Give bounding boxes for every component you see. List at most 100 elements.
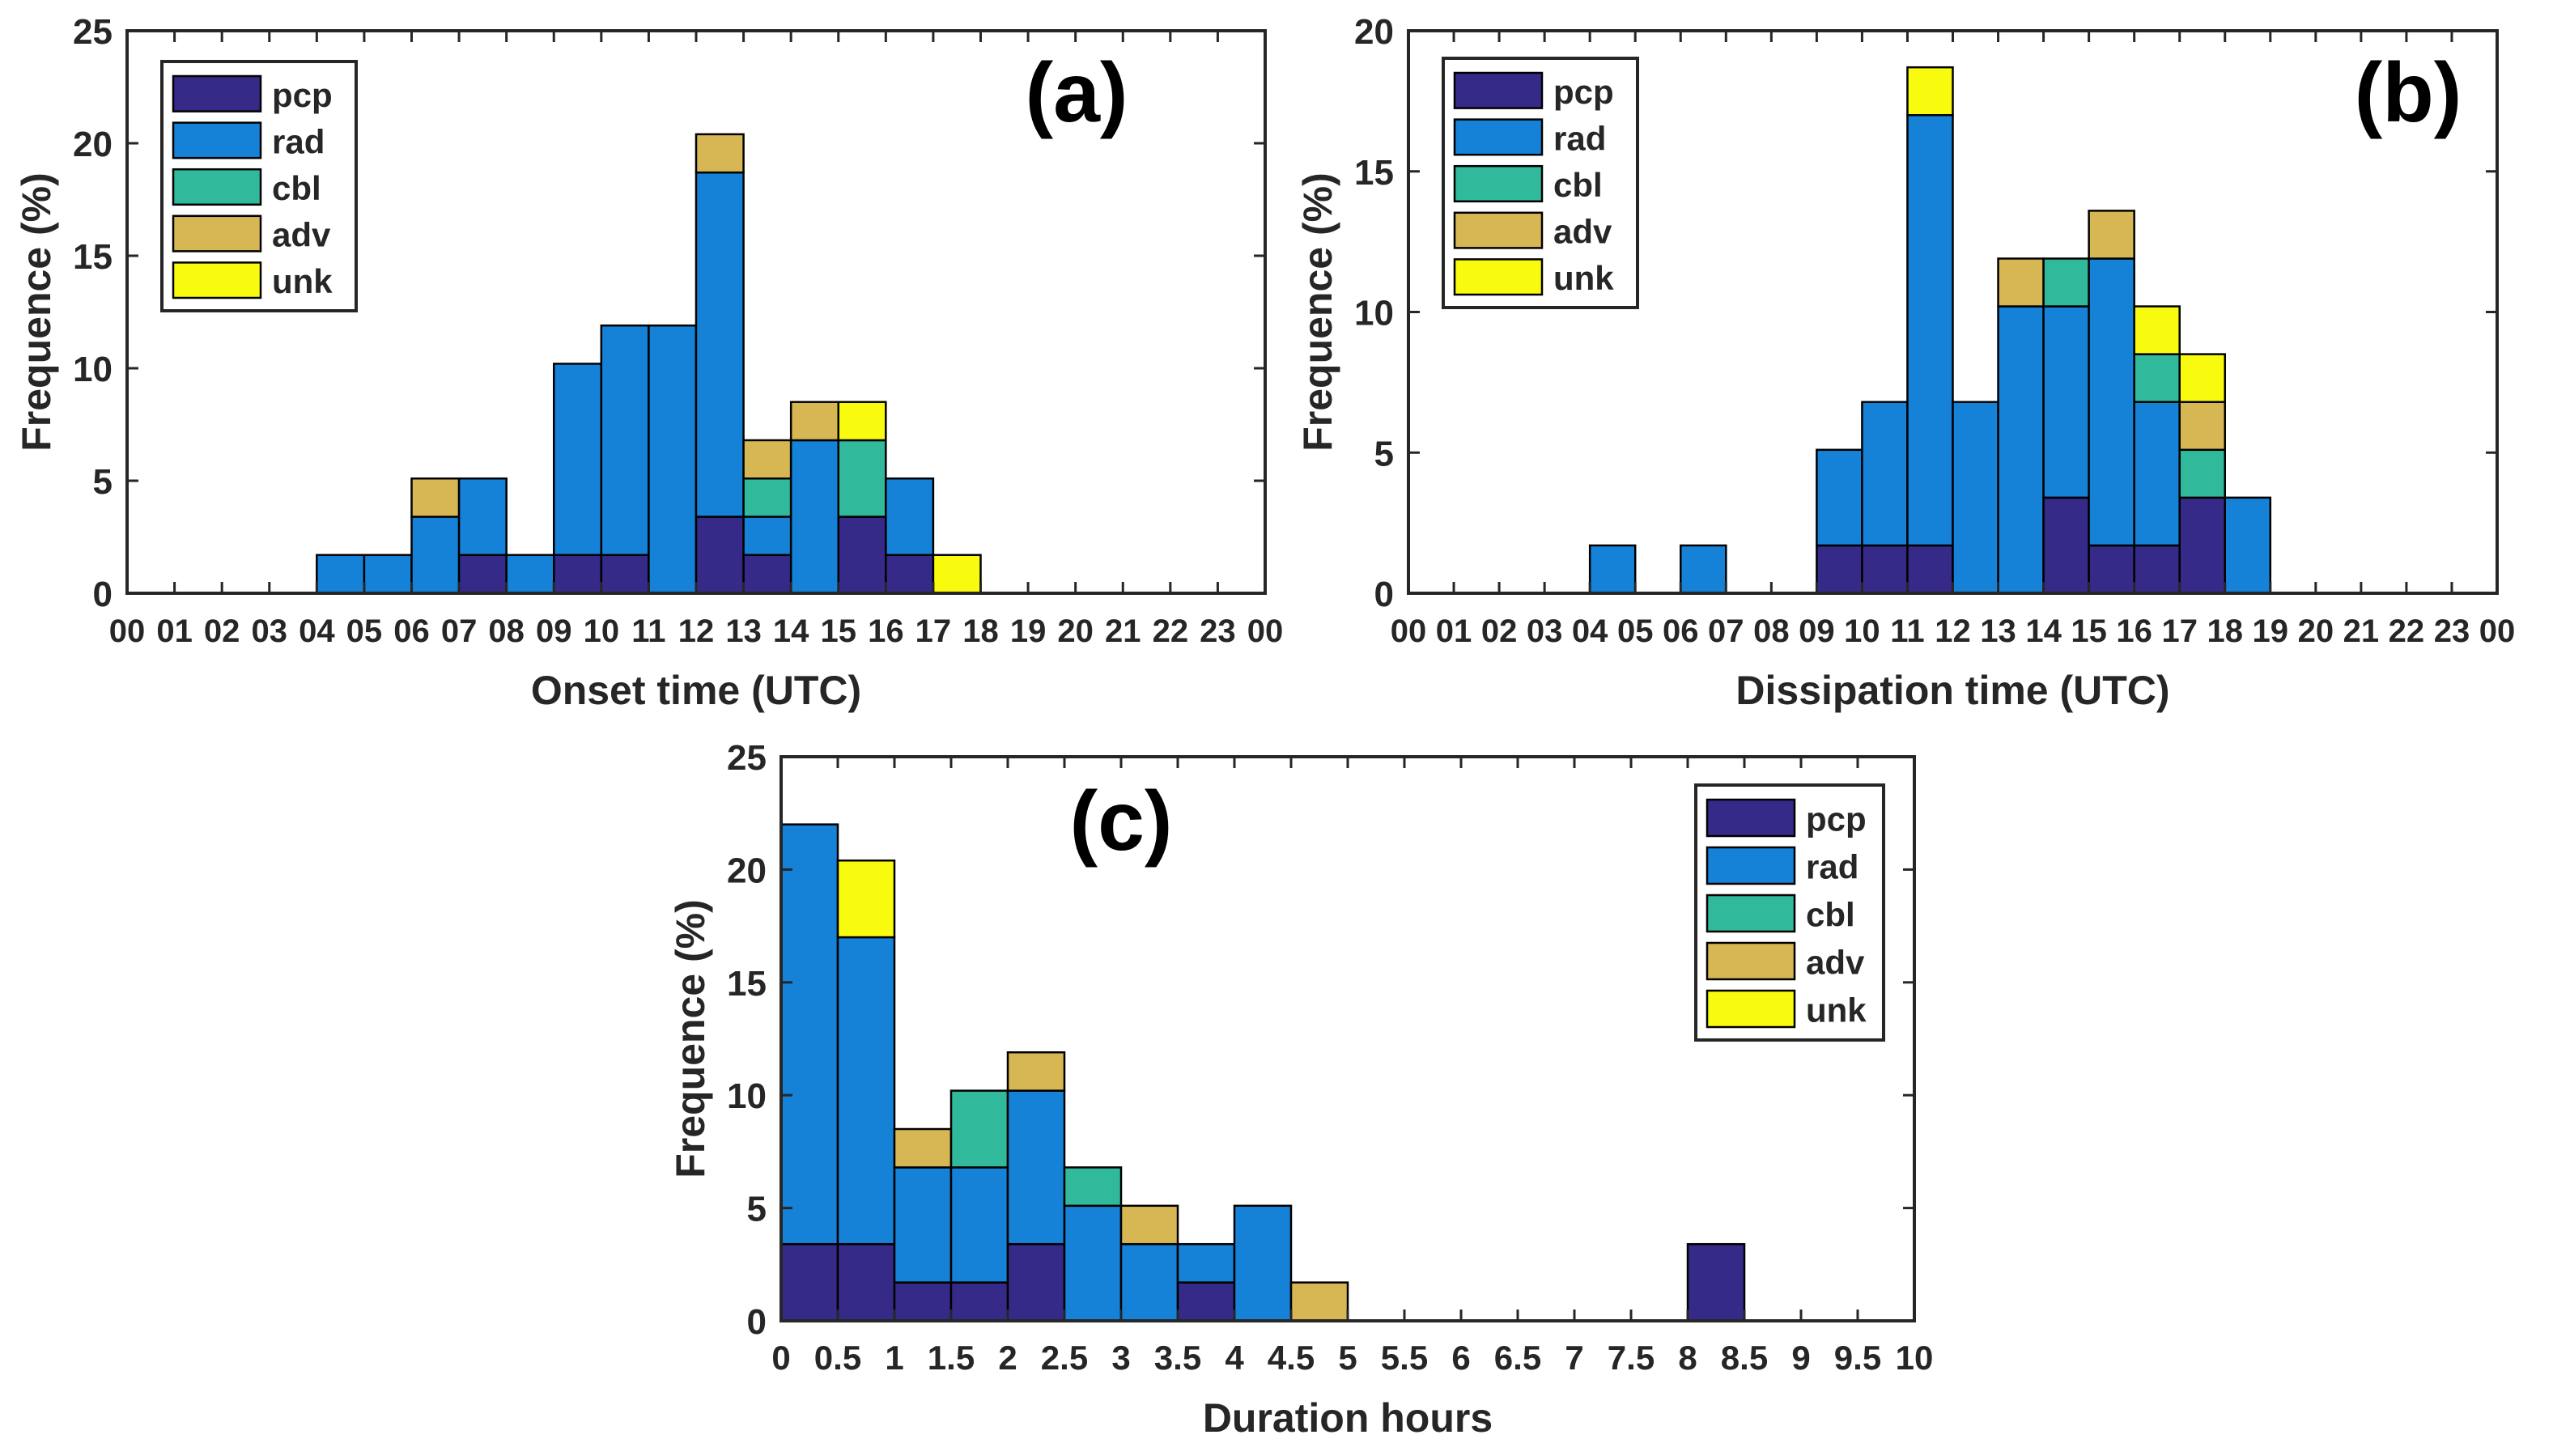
xtick-label-a-20: 20: [1057, 613, 1094, 649]
legend-label-adv-b: adv: [1553, 213, 1612, 251]
xtick-label-b-10: 10: [1844, 613, 1880, 649]
xtick-label-a-6: 06: [393, 613, 430, 649]
xtick-label-c-2: 1: [885, 1339, 903, 1377]
legend-label-cbl-a: cbl: [272, 169, 321, 207]
ytick-label-b-1: 5: [1374, 434, 1394, 473]
xtick-label-b-2: 02: [1481, 613, 1518, 649]
legend-a: pcp rad cbl adv unk: [160, 60, 358, 312]
xtick-label-a-14: 14: [773, 613, 809, 649]
ytick-label-c-5: 25: [727, 738, 767, 778]
bar-rad-b-18: [2224, 496, 2272, 595]
legend-label-cbl-b: cbl: [1553, 166, 1603, 204]
bar-adv-c-9: [1289, 1281, 1349, 1322]
bar-pcp-c-2: [893, 1281, 953, 1322]
bar-rad-c-0: [779, 823, 839, 1246]
bar-pcp-a-12: [695, 516, 745, 595]
legend-label-unk-c: unk: [1806, 991, 1867, 1029]
ytick-label-b-3: 15: [1354, 153, 1394, 193]
ytick-label-a-0: 0: [93, 575, 113, 614]
panel-label-a: (a): [1025, 46, 1128, 140]
legend-label-rad-b: rad: [1553, 119, 1606, 157]
xtick-label-a-17: 17: [915, 613, 952, 649]
bar-pcp-b-15: [2088, 544, 2135, 595]
ytick-label-a-1: 5: [93, 462, 113, 502]
bar-rad-a-14: [789, 439, 840, 595]
xtick-label-a-15: 15: [821, 613, 857, 649]
legend-label-pcp-a: pcp: [272, 76, 333, 114]
xtick-label-a-10: 10: [584, 613, 620, 649]
xtick-label-b-6: 06: [1663, 613, 1699, 649]
ytick-label-c-3: 15: [727, 964, 767, 1004]
legend-label-pcp-b: pcp: [1553, 73, 1614, 111]
bar-unk-a-17: [932, 554, 982, 595]
bar-rad-c-4: [1006, 1089, 1066, 1246]
bar-unk-b-16: [2133, 305, 2181, 355]
legend-label-unk-a: unk: [272, 262, 333, 300]
bar-rad-a-13: [742, 516, 792, 556]
legend-label-unk-b: unk: [1553, 259, 1614, 297]
bar-rad-b-6: [1680, 544, 1727, 595]
xtick-label-a-18: 18: [962, 613, 999, 649]
bar-rad-b-9: [1816, 448, 1863, 547]
xtick-label-c-0: 0: [771, 1339, 790, 1377]
ylabel-c: Frequence (%): [668, 899, 713, 1178]
ytick-label-a-5: 25: [73, 12, 113, 52]
legend-swatch-adv-a: [172, 214, 262, 253]
bar-pcp-a-10: [600, 554, 650, 595]
xtick-label-a-11: 11: [631, 613, 665, 649]
bar-rad-a-16: [885, 477, 935, 556]
bar-rad-b-16: [2133, 401, 2181, 547]
legend-c: pcp rad cbl adv unk: [1694, 783, 1885, 1042]
bar-cbl-c-5: [1063, 1166, 1123, 1208]
bar-pcp-b-16: [2133, 544, 2181, 595]
bar-rad-b-11: [1906, 114, 1954, 547]
xtick-label-a-4: 04: [299, 613, 335, 649]
legend-b: pcp rad cbl adv unk: [1442, 57, 1639, 309]
bar-rad-a-7: [457, 477, 508, 556]
xtick-label-c-20: 10: [1896, 1339, 1934, 1377]
legend-swatch-rad-b: [1453, 118, 1544, 156]
xtick-label-c-19: 9.5: [1834, 1339, 1881, 1377]
bar-cbl-c-3: [949, 1089, 1009, 1169]
xtick-label-c-5: 2.5: [1041, 1339, 1088, 1377]
xtick-label-c-11: 5.5: [1381, 1339, 1428, 1377]
legend-label-adv-a: adv: [272, 216, 331, 254]
xtick-label-b-9: 09: [1799, 613, 1835, 649]
legend-swatch-cbl-c: [1706, 894, 1796, 933]
xtick-label-b-18: 18: [2207, 613, 2244, 649]
bar-rad-a-4: [316, 554, 366, 595]
legend-swatch-adv-b: [1453, 211, 1544, 249]
legend-swatch-rad-a: [172, 121, 262, 159]
ytick-label-c-1: 5: [747, 1190, 767, 1229]
bar-pcp-b-10: [1861, 544, 1909, 595]
xtick-label-c-12: 6: [1451, 1339, 1470, 1377]
ytick-label-b-4: 20: [1354, 12, 1394, 52]
legend-swatch-cbl-b: [1453, 164, 1544, 203]
legend-label-pcp-c: pcp: [1806, 800, 1867, 838]
bar-rad-c-3: [949, 1166, 1009, 1284]
bar-adv-c-4: [1006, 1051, 1066, 1092]
bar-pcp-b-17: [2178, 496, 2226, 595]
xtick-label-b-20: 20: [2298, 613, 2334, 649]
bar-rad-a-8: [505, 554, 555, 595]
legend-swatch-unk-b: [1453, 258, 1544, 296]
bar-rad-b-15: [2088, 257, 2135, 547]
bar-adv-c-6: [1119, 1204, 1179, 1246]
xtick-label-b-7: 07: [1708, 613, 1744, 649]
legend-label-rad-c: rad: [1806, 848, 1858, 886]
xtick-label-b-12: 12: [1935, 613, 1971, 649]
xtick-label-a-21: 21: [1105, 613, 1141, 649]
bar-rad-c-5: [1063, 1204, 1123, 1322]
bar-pcp-a-15: [837, 516, 887, 595]
xlabel-a: Onset time (UTC): [531, 668, 861, 713]
xtick-label-c-13: 6.5: [1494, 1339, 1541, 1377]
xtick-label-c-1: 0.5: [814, 1339, 861, 1377]
legend-swatch-unk-a: [172, 261, 262, 299]
bar-rad-b-12: [1952, 401, 1999, 595]
xtick-label-b-14: 14: [2025, 613, 2062, 649]
legend-label-rad-a: rad: [272, 122, 325, 160]
bar-rad-a-6: [410, 516, 461, 595]
xtick-label-b-19: 19: [2253, 613, 2289, 649]
xtick-label-b-1: 01: [1436, 613, 1472, 649]
